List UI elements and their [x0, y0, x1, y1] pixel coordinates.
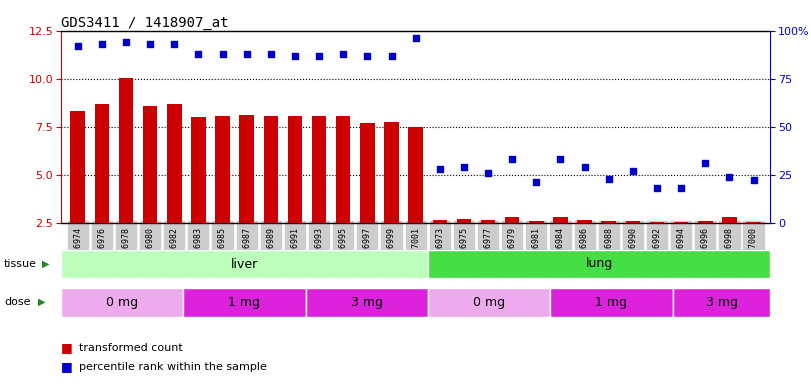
Point: [747, 177, 760, 184]
Point: [603, 175, 616, 182]
Text: lung: lung: [586, 258, 613, 270]
Text: ■: ■: [61, 341, 72, 354]
Bar: [409, 127, 423, 223]
Point: [312, 53, 325, 59]
Text: GDS3411 / 1418907_at: GDS3411 / 1418907_at: [61, 16, 229, 30]
Bar: [143, 106, 157, 223]
Point: [554, 156, 567, 162]
Bar: [183, 288, 306, 317]
Bar: [428, 288, 550, 317]
Text: ▶: ▶: [38, 297, 45, 307]
Text: ■: ■: [61, 360, 72, 373]
Bar: [215, 116, 230, 223]
Bar: [650, 222, 664, 223]
Bar: [625, 221, 640, 223]
Text: liver: liver: [230, 258, 258, 270]
Bar: [239, 115, 254, 223]
Bar: [336, 116, 350, 223]
Text: dose: dose: [4, 297, 31, 307]
Bar: [602, 221, 616, 223]
Text: 0 mg: 0 mg: [106, 296, 138, 309]
Point: [578, 164, 591, 170]
Bar: [481, 220, 496, 223]
Bar: [505, 217, 519, 223]
Text: tissue: tissue: [4, 259, 37, 269]
Point: [409, 35, 422, 41]
Bar: [71, 111, 85, 223]
Point: [530, 179, 543, 185]
Bar: [553, 217, 568, 223]
Bar: [432, 220, 447, 223]
Text: ▶: ▶: [42, 259, 49, 269]
Point: [144, 41, 157, 47]
Bar: [306, 288, 428, 317]
Point: [168, 41, 181, 47]
Point: [723, 174, 736, 180]
Point: [650, 185, 663, 191]
Bar: [118, 78, 133, 223]
Point: [361, 53, 374, 59]
Bar: [167, 104, 182, 223]
Bar: [61, 288, 183, 317]
Text: 1 mg: 1 mg: [229, 296, 260, 309]
Bar: [360, 123, 375, 223]
Bar: [674, 222, 689, 223]
Point: [457, 164, 470, 170]
Bar: [672, 288, 770, 317]
Bar: [746, 222, 761, 223]
Bar: [384, 122, 399, 223]
Bar: [457, 219, 471, 223]
Text: 0 mg: 0 mg: [473, 296, 505, 309]
Point: [192, 51, 205, 57]
Point: [71, 43, 84, 49]
Point: [385, 53, 398, 59]
Point: [264, 51, 277, 57]
Bar: [264, 116, 278, 223]
Bar: [288, 116, 303, 223]
Text: percentile rank within the sample: percentile rank within the sample: [79, 362, 267, 372]
Bar: [312, 116, 326, 223]
Point: [699, 160, 712, 166]
Text: 1 mg: 1 mg: [595, 296, 628, 309]
Point: [96, 41, 109, 47]
Point: [119, 39, 132, 45]
Point: [240, 51, 253, 57]
Point: [216, 51, 229, 57]
Bar: [95, 104, 109, 223]
Point: [337, 51, 350, 57]
Text: 3 mg: 3 mg: [706, 296, 737, 309]
Point: [482, 170, 495, 176]
Bar: [577, 220, 592, 223]
Bar: [698, 221, 713, 223]
Bar: [191, 117, 206, 223]
Bar: [550, 288, 672, 317]
Text: transformed count: transformed count: [79, 343, 182, 353]
Text: 3 mg: 3 mg: [350, 296, 383, 309]
Bar: [61, 250, 428, 278]
Bar: [428, 250, 770, 278]
Point: [433, 166, 446, 172]
Point: [626, 168, 639, 174]
Point: [675, 185, 688, 191]
Bar: [722, 217, 736, 223]
Point: [506, 156, 519, 162]
Point: [289, 53, 302, 59]
Bar: [529, 221, 543, 223]
